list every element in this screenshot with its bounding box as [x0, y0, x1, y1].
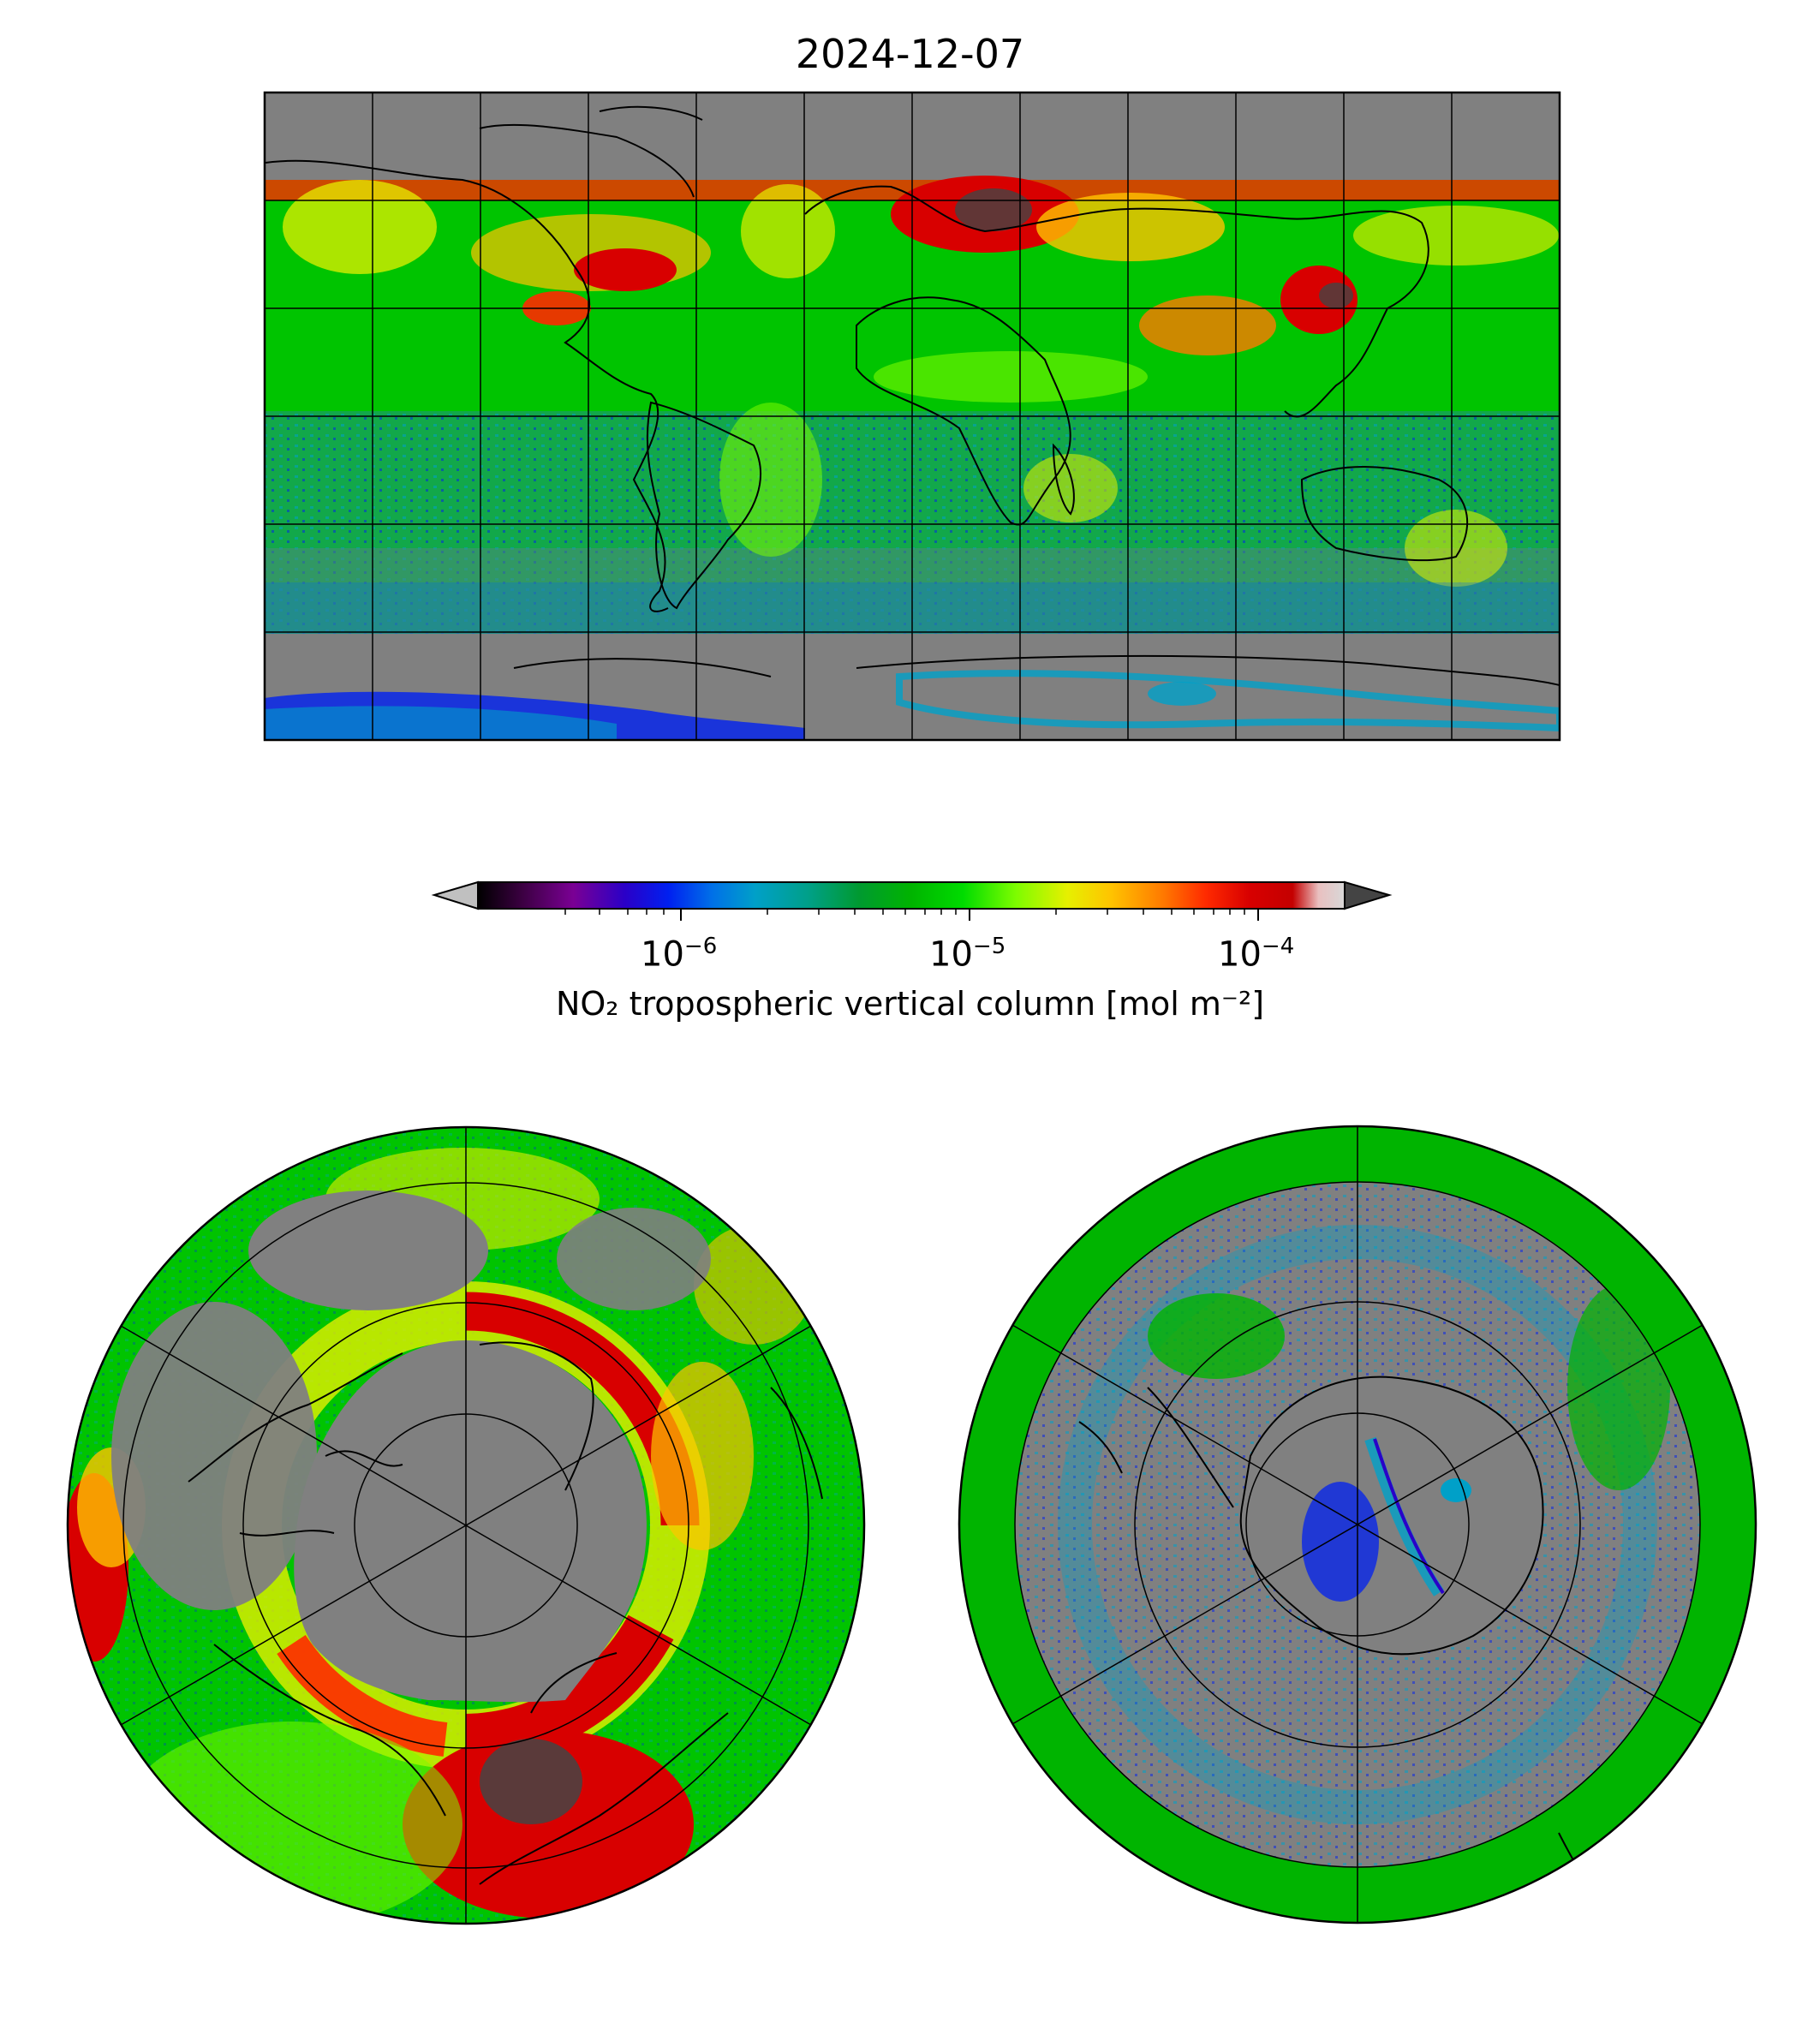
colorbar-over-arrow	[1344, 880, 1393, 910]
global-map	[265, 92, 1560, 740]
south-polar-frame	[958, 1125, 1757, 1925]
south-polar-map	[959, 1126, 1756, 1923]
colorbar-tick-label: 10−6	[641, 934, 718, 975]
north-polar-map	[68, 1127, 864, 1924]
north-polar-frame	[66, 1125, 866, 1925]
colorbar-tick-label: 10−4	[1218, 934, 1295, 975]
colorbar-tick-label: 10−5	[929, 934, 1006, 975]
colorbar-label: NO₂ tropospheric vertical column [mol m⁻…	[555, 985, 1265, 1023]
colorbar-under-arrow	[431, 880, 479, 910]
figure-title: 2024-12-07	[795, 31, 1025, 77]
colorbar	[431, 880, 1393, 921]
global-map-frame	[263, 91, 1561, 742]
colorbar-gradient	[478, 882, 1345, 909]
